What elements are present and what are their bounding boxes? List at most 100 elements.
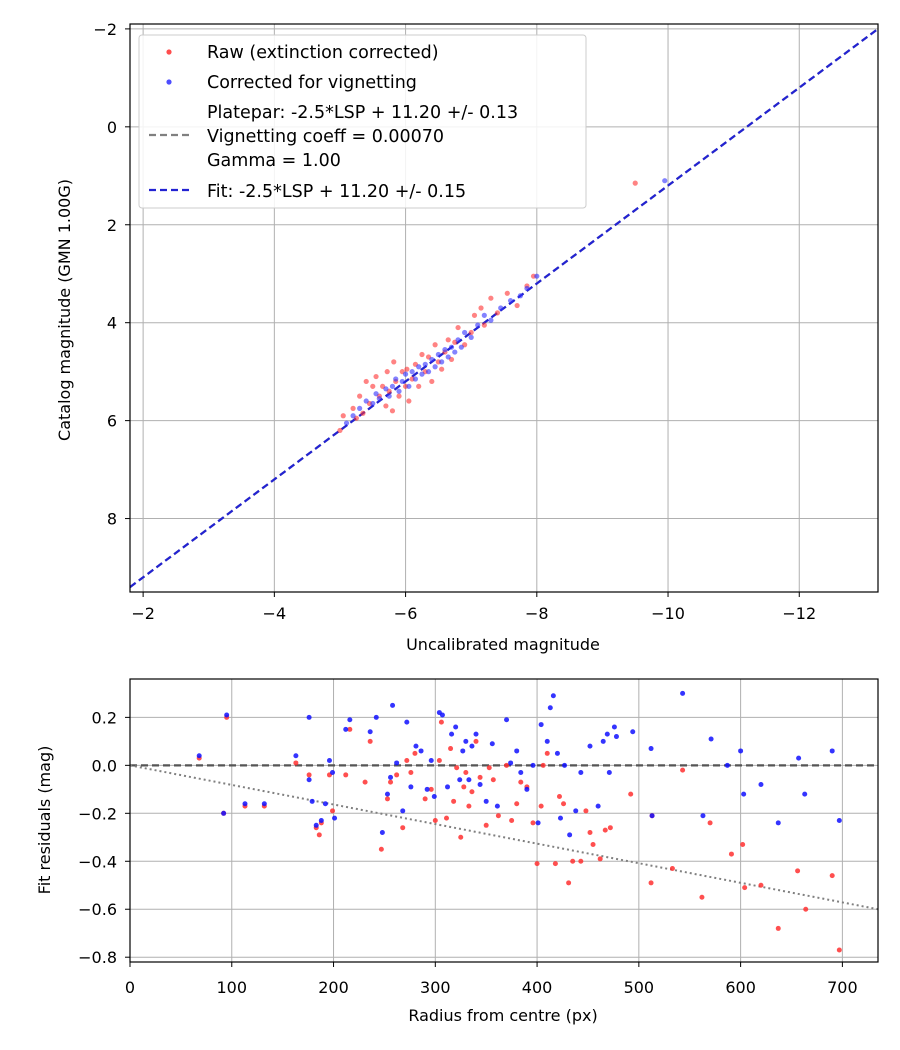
raw-data-point [699,894,705,900]
corrected-data-point [662,178,668,184]
corrected-data-point [567,832,573,838]
corrected-data-point [439,359,445,365]
corrected-data-point [489,741,495,747]
x-tick-label: 0 [125,978,135,997]
raw-data-point [494,310,501,316]
x-tick-label: 100 [216,978,247,997]
corrected-data-point [578,770,584,776]
top-fit-lines [130,28,878,588]
legend-corrected-marker [166,79,172,85]
corrected-data-point [409,369,415,375]
raw-data-point [306,772,312,778]
raw-data-point [367,738,373,744]
corrected-data-point [462,329,468,336]
corrected-data-point [196,753,202,759]
y-tick-label: −0.8 [78,948,117,967]
raw-data-point [775,925,781,931]
top-x-axis-label: Uncalibrated magnitude [406,635,600,654]
raw-data-point [742,885,748,891]
raw-data-point [454,765,460,771]
corrected-data-point [524,285,530,292]
raw-data-point [391,359,397,365]
corrected-data-point [431,794,437,800]
raw-data-point [478,305,484,311]
y-tick-label: −0.2 [78,804,117,823]
raw-data-point [432,342,438,348]
corrected-data-point [330,770,336,776]
raw-data-point [488,295,494,301]
raw-data-point [432,818,438,823]
x-tick-label: −4 [263,604,287,623]
corrected-data-point [457,777,463,783]
x-tick-label: −12 [782,604,816,623]
y-tick-label: 6 [107,412,117,431]
corrected-data-point [498,305,504,311]
corrected-data-point [445,354,451,360]
corrected-data-point [595,803,601,809]
corrected-data-point [452,349,458,355]
raw-data-point [357,393,363,399]
raw-data-point [607,825,613,831]
y-tick-label: −2 [93,20,117,39]
corrected-data-point [758,782,764,788]
raw-data-point [561,801,567,807]
raw-data-point [540,762,546,768]
corrected-data-point [393,376,399,382]
y-tick-label: −0.6 [78,900,117,919]
corrected-data-point [469,743,475,749]
corrected-data-point [386,393,392,399]
corrected-data-point [261,801,267,807]
corrected-data-point [306,714,312,720]
legend-raw-label: Raw (extinction corrected) [207,43,439,63]
raw-data-point [587,829,593,835]
raw-data-point [758,882,764,888]
x-tick-label: −2 [131,604,155,623]
corrected-data-point [448,344,455,350]
corrected-data-point [394,760,400,766]
raw-data-point [384,796,390,802]
raw-data-point [439,366,445,372]
corrected-data-point [445,784,451,790]
y-tick-label: 2 [107,216,117,235]
corrected-data-point [475,322,481,328]
raw-data-point [829,873,835,879]
raw-data-point [396,393,402,399]
corrected-data-point [400,808,406,814]
legend-corrected-label: Corrected for vignetting [207,73,417,93]
corrected-data-point [604,731,610,737]
bottom-grid [129,679,878,962]
corrected-data-point [428,758,434,764]
corrected-data-point [332,815,338,821]
corrected-data-point [347,717,353,723]
raw-data-point [378,846,384,852]
corrected-data-point [700,813,706,819]
corrected-data-point [396,388,402,394]
corrected-data-point [416,364,422,370]
raw-data-point [552,861,558,867]
corrected-data-point [402,371,409,377]
raw-data-point [648,880,654,886]
top-points [337,178,668,434]
raw-data-point [530,820,536,826]
corrected-data-point [383,386,389,392]
raw-data-point [468,329,474,336]
top-y-axis-label: Catalog magnitude (GMN 1.00G) [55,179,74,441]
legend: Raw (extinction corrected) Corrected for… [138,34,587,209]
raw-data-point [469,789,475,795]
raw-data-point [458,834,464,840]
corrected-data-point [463,738,469,744]
raw-data-point [373,373,379,380]
corrected-data-point [544,738,550,744]
corrected-data-point [538,722,544,728]
raw-data-point [293,760,299,766]
raw-data-point [362,779,368,785]
corrected-data-point [600,738,606,744]
x-tick-label: 500 [624,978,655,997]
corrected-data-point [367,729,373,735]
legend-platepar-label-3: Gamma = 1.00 [207,151,341,171]
corrected-data-point [611,724,617,730]
y-tick-label: 8 [107,510,117,529]
corrected-data-point [313,822,319,828]
corrected-data-point [648,746,654,752]
raw-data-point [451,798,457,804]
